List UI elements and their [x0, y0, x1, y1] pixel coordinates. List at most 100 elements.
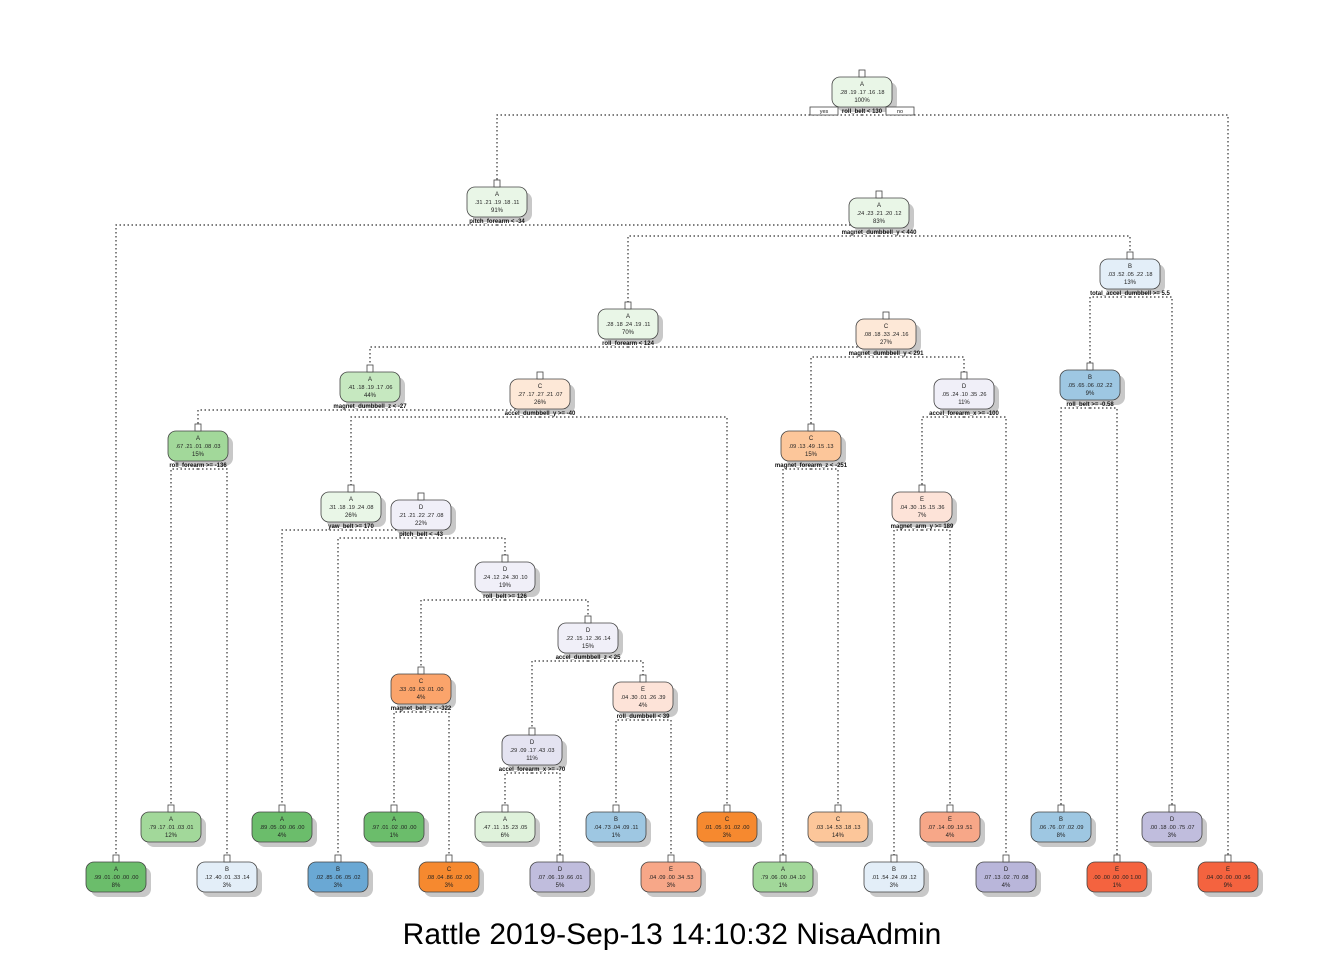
node-number-tab [723, 804, 731, 813]
split-condition-label: roll_forearm >= -136 [169, 463, 227, 469]
tree-edge-n20-L4 [504, 772, 532, 808]
node-class-probabilities: .06 .76 .07 .02 .09 [1038, 825, 1083, 831]
node-percentage: 1% [779, 883, 788, 889]
node-class-label: A [392, 817, 396, 823]
node-class-label: D [962, 384, 967, 390]
node-class-label: E [1226, 867, 1230, 873]
branch-box [885, 106, 915, 116]
node-class-label: E [1115, 867, 1119, 873]
node-class-label: E [920, 497, 924, 503]
node-number-tab [366, 364, 374, 373]
split-node-n18: C .33 .03 .63 .01 .00 4% magnet_belt_z < -3… [390, 666, 456, 712]
node-percentage: 3% [223, 883, 232, 889]
tree-edge-n15-L8 [922, 529, 951, 808]
split-condition-label: pitch_forearm < -34 [469, 219, 525, 225]
branch-label: no [897, 109, 903, 115]
node-percentage: 9% [1224, 883, 1233, 889]
node-class-probabilities: .03 .14 .53 .18 .13 [815, 825, 860, 831]
split-condition-label: magnet_arm_y >= 189 [891, 524, 954, 530]
split-node-n4: A .28 .18 .24 .19 .11 70% roll_forearm < 12… [597, 301, 663, 347]
tree-edge-n17-n20 [531, 660, 588, 731]
node-class-label: B [892, 867, 896, 873]
node-percentage: 100% [854, 98, 870, 104]
tree-edge-n5-L10 [1130, 296, 1173, 808]
split-node-n9: D .05 .24 .10 .35 .26 11% accel_forearm_x >… [929, 371, 1000, 417]
node-class-probabilities: .28 .18 .24 .19 .11 [606, 322, 651, 328]
node-number-tab [417, 666, 425, 675]
node-percentage: 8% [1057, 833, 1066, 839]
node-number-tab [807, 423, 815, 432]
split-node-n11: A .67 .21 .01 .08 .03 15% roll_forearm >= -… [167, 423, 233, 469]
leaf-node-L3: A .97 .01 .02 .00 .00 1% [363, 804, 429, 847]
tree-edge-n18-M4 [421, 711, 450, 858]
node-number-tab [445, 854, 453, 863]
node-percentage: 11% [958, 400, 970, 406]
node-class-label: B [614, 817, 618, 823]
branch-box [809, 106, 839, 116]
node-number-tab [390, 804, 398, 813]
split-condition-label: magnet_dumbbell_y < 440 [842, 230, 918, 236]
node-class-probabilities: .01 .05 .91 .02 .00 [704, 825, 749, 831]
tree-edge-n14-M3 [337, 537, 421, 858]
split-node-n10: B .05 .65 .06 .02 .22 9% roll_belt >= -0.58 [1059, 362, 1125, 408]
node-number-tab [536, 371, 544, 380]
split-condition-label: roll_belt >= 126 [483, 594, 527, 600]
node-number-tab [1113, 854, 1121, 863]
node-percentage: 4% [946, 833, 955, 839]
node-class-label: A [169, 817, 173, 823]
node-percentage: 13% [1124, 280, 1137, 286]
node-class-probabilities: .79 .06 .00 .04 .10 [760, 875, 805, 881]
node-number-tab [1168, 804, 1176, 813]
split-condition-label: roll_forearm < 124 [602, 341, 655, 347]
node-number-tab [858, 69, 866, 78]
tree-edge-n19-M6 [643, 719, 672, 858]
node-number-tab [167, 804, 175, 813]
split-node-n19: E .04 .30 .01 .26 .39 4% roll_dumbbell < 39 [612, 674, 678, 720]
leaf-node-L8: E .07 .14 .09 .19 .51 4% [919, 804, 985, 847]
split-condition-label: accel_dumbbell_y >= -40 [505, 411, 576, 417]
node-number-tab [1057, 804, 1065, 813]
node-class-probabilities: .00 .18 .00 .75 .07 [1149, 825, 1194, 831]
node-number-tab [194, 423, 202, 432]
node-class-probabilities: .33 .03 .63 .01 .00 [398, 687, 443, 693]
node-class-label: A [503, 817, 507, 823]
node-number-tab [1002, 854, 1010, 863]
tree-edge-n2-M1 [115, 224, 497, 858]
leaf-node-L6: C .01 .05 .91 .02 .00 3% [696, 804, 762, 847]
node-percentage: 70% [622, 330, 635, 336]
node-number-tab [584, 615, 592, 624]
node-number-tab [1086, 362, 1094, 371]
node-number-tab [624, 301, 632, 310]
tree-edge-n3-n4 [627, 235, 879, 305]
node-number-tab [417, 492, 425, 501]
node-number-tab [334, 854, 342, 863]
node-class-label: D [586, 628, 591, 634]
split-condition-label: total_accel_dumbbell >= 5.5 [1090, 291, 1170, 297]
node-class-probabilities: .24 .12 .24 .30 .10 [482, 575, 527, 581]
node-number-tab [612, 804, 620, 813]
split-node-n2: A .31 .21 .19 .18 .11 91% pitch_forearm < -… [466, 179, 532, 225]
leaf-node-L10: D .00 .18 .00 .75 .07 3% [1141, 804, 1207, 847]
node-number-tab [493, 179, 501, 188]
node-percentage: 8% [112, 883, 121, 889]
tree-edge-n16-n17 [505, 599, 589, 619]
root-branch-yes: yes [809, 106, 839, 116]
leaf-node-M7: A .79 .06 .00 .04 .10 1% [752, 854, 818, 897]
node-class-label: A [368, 377, 372, 383]
node-class-label: A [114, 867, 118, 873]
node-class-label: A [860, 82, 864, 88]
split-node-n14: D .21 .21 .22 .27 .08 22% pitch_belt < -43 [390, 492, 456, 538]
plot-caption: Rattle 2019-Sep-13 14:10:32 NisaAdmin [402, 918, 942, 951]
node-class-probabilities: .04 .09 .00 .34 .53 [648, 875, 693, 881]
node-class-probabilities: .31 .18 .19 .24 .08 [328, 505, 373, 511]
node-percentage: 27% [880, 340, 893, 346]
split-condition-label: roll_belt >= -0.58 [1066, 402, 1114, 408]
leaf-node-M9: D .07 .13 .02 .70 .08 4% [975, 854, 1041, 897]
leaf-node-M6: E .04 .09 .00 .34 .53 3% [640, 854, 706, 897]
node-class-probabilities: .07 .06 .19 .66 .01 [537, 875, 582, 881]
node-class-label: A [196, 436, 200, 442]
node-class-probabilities: .07 .14 .09 .19 .51 [927, 825, 972, 831]
leaf-node-M10: E .00 .00 .00 .00 1.00 1% [1086, 854, 1152, 897]
node-class-label: C [447, 867, 452, 873]
node-class-probabilities: .24 .23 .21 .20 .12 [856, 211, 901, 217]
